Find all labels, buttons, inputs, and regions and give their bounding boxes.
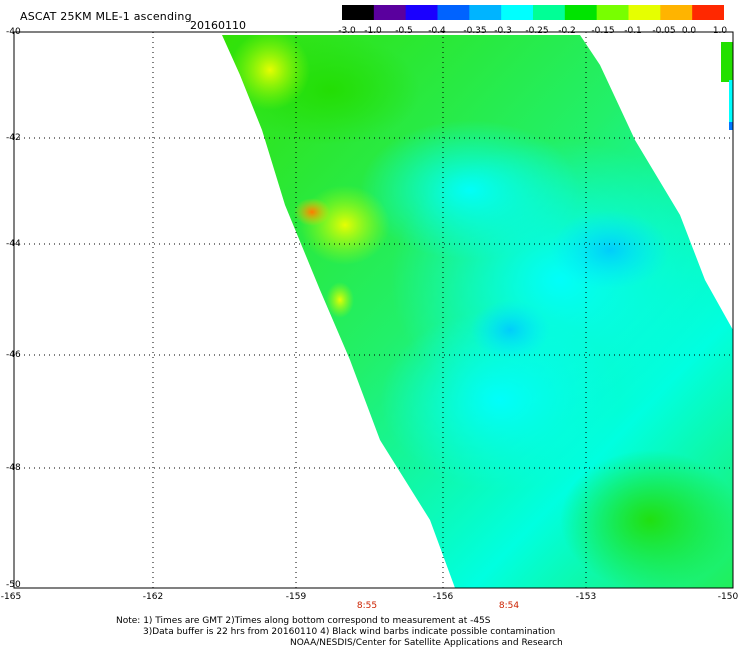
color-scale-segment — [692, 5, 724, 20]
adjacent-swath-strip — [721, 42, 733, 82]
color-scale-segment — [564, 5, 598, 20]
lat-label: -40 — [6, 27, 21, 37]
lon-label: -156 — [432, 592, 454, 602]
footnote-line-2: 3)Data buffer is 22 hrs from 20160110 4)… — [143, 627, 556, 637]
map-title: ASCAT 25KM MLE-1 ascending — [20, 10, 192, 23]
color-scale-segment — [405, 5, 438, 20]
lon-label: -150 — [717, 592, 739, 602]
color-scale-segment — [469, 5, 502, 20]
color-scale-segment — [501, 5, 534, 20]
color-scale-segment — [596, 5, 629, 20]
map-date: 20160110 — [190, 19, 246, 32]
lon-label: -159 — [285, 592, 307, 602]
footnote-credit: NOAA/NESDIS/Center for Satellite Applica… — [290, 638, 563, 648]
lon-label: -165 — [0, 592, 22, 602]
lat-label: -50 — [6, 580, 21, 590]
time-label: 8:54 — [498, 601, 520, 611]
color-scale-segment — [660, 5, 693, 20]
lat-label: -46 — [6, 350, 21, 360]
color-scale-segment — [628, 5, 661, 20]
lat-label: -48 — [6, 463, 21, 473]
color-scale-segment — [437, 5, 470, 20]
lat-label: -42 — [6, 133, 21, 143]
lat-label: -44 — [6, 239, 21, 249]
plot-frame — [13, 31, 734, 589]
lon-label: -153 — [575, 592, 597, 602]
footnote-line-1: Note: 1) Times are GMT 2)Times along bot… — [116, 616, 491, 626]
color-scale-segment — [533, 5, 566, 20]
color-scale-segment — [373, 5, 407, 20]
wind-data-swath — [222, 35, 733, 588]
lon-label: -162 — [142, 592, 164, 602]
time-label: 8:55 — [356, 601, 378, 611]
color-scale-segment — [342, 5, 375, 20]
color-scale-bar — [342, 5, 724, 20]
